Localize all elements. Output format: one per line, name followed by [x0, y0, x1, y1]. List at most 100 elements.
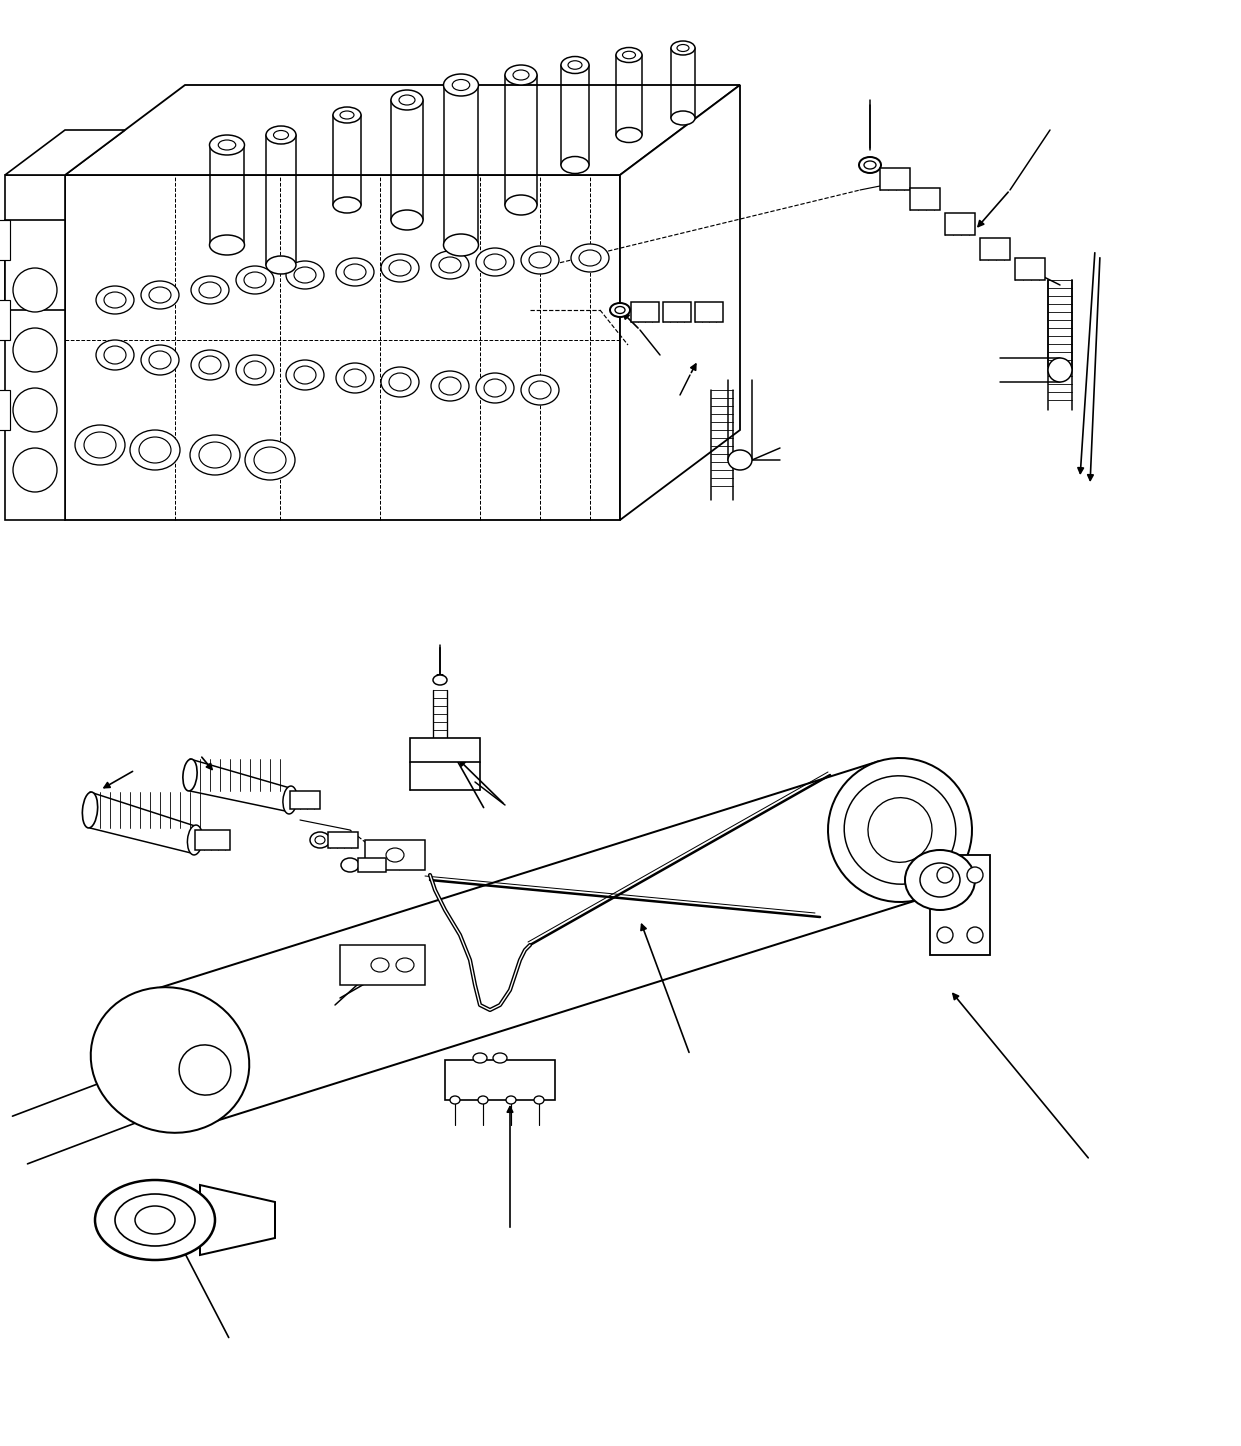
Bar	[910, 188, 939, 210]
Ellipse shape	[391, 90, 423, 110]
Ellipse shape	[340, 111, 354, 119]
Polygon shape	[200, 1186, 276, 1255]
Bar	[328, 831, 357, 847]
Ellipse shape	[450, 1096, 460, 1103]
Ellipse shape	[433, 675, 447, 685]
Ellipse shape	[529, 252, 551, 268]
Ellipse shape	[244, 272, 266, 288]
Polygon shape	[65, 175, 620, 521]
Polygon shape	[5, 130, 125, 175]
Ellipse shape	[96, 1180, 215, 1259]
Ellipse shape	[529, 380, 551, 399]
Ellipse shape	[571, 244, 609, 272]
Bar	[290, 791, 320, 808]
Ellipse shape	[283, 787, 297, 814]
Ellipse shape	[179, 1045, 231, 1095]
Circle shape	[12, 448, 57, 492]
Ellipse shape	[344, 369, 366, 388]
Polygon shape	[446, 1060, 555, 1100]
Ellipse shape	[141, 281, 179, 309]
Bar	[980, 239, 1010, 260]
Ellipse shape	[521, 246, 558, 273]
Bar	[630, 302, 659, 322]
Ellipse shape	[266, 256, 297, 273]
Ellipse shape	[210, 134, 244, 155]
Ellipse shape	[623, 51, 635, 59]
Ellipse shape	[611, 304, 630, 317]
Ellipse shape	[671, 111, 695, 124]
Ellipse shape	[905, 850, 975, 910]
Ellipse shape	[285, 260, 324, 289]
Ellipse shape	[859, 158, 881, 174]
Ellipse shape	[344, 265, 366, 281]
Ellipse shape	[381, 367, 419, 398]
Ellipse shape	[1047, 359, 1072, 382]
Ellipse shape	[671, 40, 695, 55]
Ellipse shape	[310, 831, 330, 847]
Ellipse shape	[534, 1096, 544, 1103]
Ellipse shape	[616, 307, 625, 314]
Ellipse shape	[315, 836, 325, 844]
Ellipse shape	[82, 792, 98, 829]
Ellipse shape	[218, 140, 236, 150]
Ellipse shape	[388, 260, 411, 276]
Circle shape	[937, 868, 953, 884]
Ellipse shape	[396, 959, 414, 972]
Ellipse shape	[333, 197, 361, 213]
Polygon shape	[340, 946, 424, 985]
Ellipse shape	[190, 435, 240, 474]
Ellipse shape	[210, 236, 244, 254]
Ellipse shape	[187, 826, 202, 855]
Ellipse shape	[130, 429, 180, 470]
Ellipse shape	[388, 373, 411, 390]
Ellipse shape	[844, 777, 956, 884]
Ellipse shape	[182, 759, 197, 791]
Ellipse shape	[199, 282, 221, 298]
Ellipse shape	[505, 65, 537, 85]
Polygon shape	[5, 175, 65, 521]
Ellipse shape	[678, 45, 689, 52]
Circle shape	[12, 328, 57, 372]
Ellipse shape	[141, 346, 179, 375]
Ellipse shape	[139, 437, 171, 463]
Polygon shape	[5, 220, 65, 309]
Ellipse shape	[561, 56, 589, 74]
Ellipse shape	[236, 266, 274, 294]
Bar	[663, 302, 691, 322]
Bar	[695, 302, 724, 322]
Ellipse shape	[115, 1194, 195, 1246]
Ellipse shape	[506, 1096, 516, 1103]
Ellipse shape	[561, 156, 589, 174]
Ellipse shape	[236, 356, 274, 385]
Polygon shape	[65, 85, 740, 175]
Ellipse shape	[867, 798, 932, 862]
Bar	[880, 168, 910, 189]
Ellipse shape	[864, 161, 876, 169]
Bar	[944, 213, 975, 236]
Circle shape	[12, 268, 57, 312]
Ellipse shape	[341, 857, 359, 872]
Ellipse shape	[616, 48, 642, 62]
Ellipse shape	[521, 375, 558, 405]
Ellipse shape	[254, 447, 285, 473]
Bar	[195, 830, 230, 850]
Circle shape	[967, 868, 983, 884]
Ellipse shape	[371, 959, 388, 972]
Polygon shape	[930, 855, 990, 954]
Ellipse shape	[484, 379, 506, 398]
Ellipse shape	[473, 1053, 486, 1063]
Ellipse shape	[333, 107, 361, 123]
Ellipse shape	[84, 432, 115, 458]
Ellipse shape	[443, 74, 479, 95]
Ellipse shape	[431, 252, 469, 279]
Ellipse shape	[828, 758, 972, 902]
Ellipse shape	[191, 350, 230, 380]
Circle shape	[967, 927, 983, 943]
Ellipse shape	[728, 450, 752, 470]
Ellipse shape	[149, 286, 171, 304]
Ellipse shape	[294, 268, 316, 283]
Ellipse shape	[381, 254, 419, 282]
Ellipse shape	[336, 363, 374, 393]
Ellipse shape	[135, 1206, 175, 1233]
Ellipse shape	[336, 257, 374, 286]
